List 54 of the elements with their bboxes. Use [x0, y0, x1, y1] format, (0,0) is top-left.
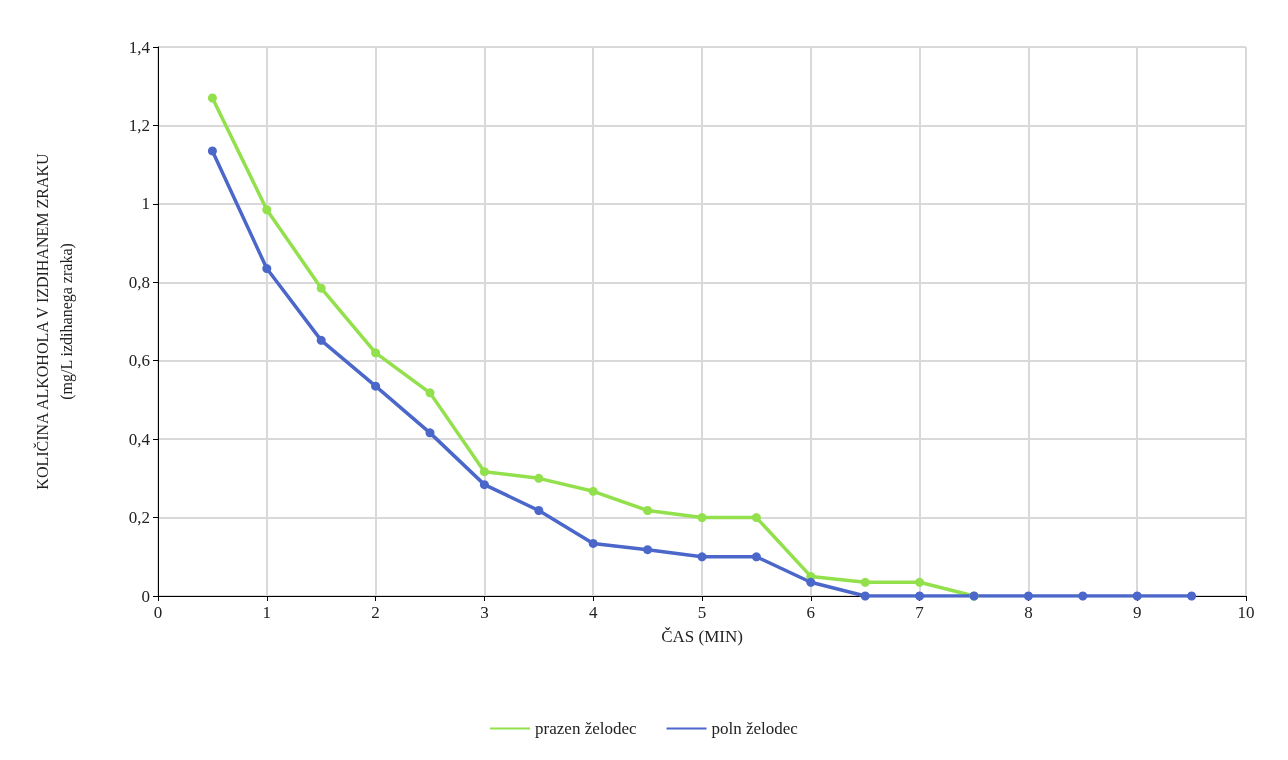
- point: [643, 506, 653, 516]
- x-tick-label: 3: [480, 603, 489, 622]
- x-tick-label: 8: [1024, 603, 1033, 622]
- point: [1023, 591, 1033, 601]
- point: [371, 348, 381, 358]
- point: [751, 513, 761, 523]
- point: [262, 205, 272, 215]
- x-tick-label: 4: [588, 603, 598, 622]
- x-axis-title: ČAS (MIN): [661, 627, 743, 646]
- point: [316, 335, 326, 345]
- point: [1187, 591, 1197, 601]
- y-tick-label: 0,8: [128, 272, 150, 292]
- x-tick-label: 2: [371, 603, 380, 622]
- point: [534, 506, 544, 516]
- y-tick-label: 0,2: [128, 508, 150, 528]
- point: [1132, 591, 1142, 601]
- point: [425, 388, 435, 398]
- y-tick-label: 0: [141, 586, 150, 606]
- point: [697, 552, 707, 562]
- y-tick-label: 1,4: [128, 37, 151, 57]
- point: [316, 283, 326, 293]
- x-tick-label: 1: [262, 603, 272, 622]
- point: [207, 146, 217, 156]
- point: [425, 428, 435, 438]
- x-tick-label: 0: [153, 603, 163, 622]
- point: [534, 473, 544, 483]
- x-tick-label: 9: [1132, 603, 1142, 622]
- point: [479, 467, 489, 477]
- y-tick-label: 0,6: [128, 351, 150, 371]
- y-tick-label: 1: [141, 194, 150, 214]
- y-tick-label: 1,2: [128, 115, 150, 135]
- x-tick-label: 10: [1237, 603, 1255, 622]
- legend-label: prazen želodec: [535, 719, 637, 738]
- point: [588, 538, 598, 548]
- point: [479, 480, 489, 490]
- point: [697, 513, 707, 523]
- y-axis-title: KOLIČINA ALKOHOLA V IZDIHANEM ZRAKU (mg/L izdihanega zraka): [32, 152, 76, 490]
- point: [262, 264, 272, 274]
- point: [1078, 591, 1088, 601]
- point: [915, 591, 925, 601]
- y-tick-label: 0,4: [128, 429, 151, 449]
- point: [860, 591, 870, 601]
- point: [806, 577, 816, 587]
- point: [860, 577, 870, 587]
- x-tick-label: 6: [806, 603, 816, 622]
- point: [207, 93, 217, 103]
- point: [371, 381, 381, 391]
- x-tick-label: 7: [915, 603, 925, 622]
- x-tick-label: 5: [697, 603, 707, 622]
- point: [588, 486, 598, 496]
- point: [643, 545, 653, 555]
- point: [751, 552, 761, 562]
- legend-label: poln želodec: [711, 719, 799, 738]
- point: [915, 577, 925, 587]
